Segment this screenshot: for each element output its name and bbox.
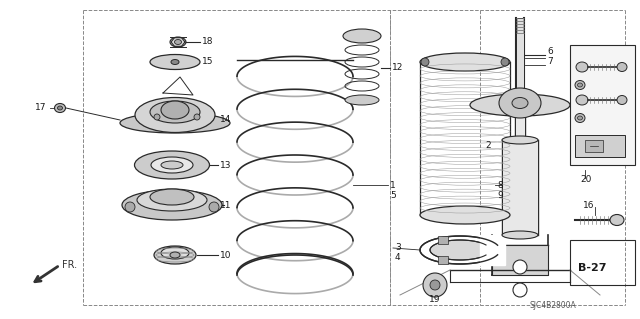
Ellipse shape [170, 252, 180, 258]
Bar [492, 245, 548, 275]
Text: 12: 12 [392, 63, 403, 72]
Ellipse shape [154, 246, 196, 264]
Circle shape [154, 114, 160, 120]
Ellipse shape [610, 214, 624, 226]
Text: 5: 5 [390, 190, 396, 199]
Bar [570, 45, 635, 165]
Ellipse shape [135, 98, 215, 132]
Text: 14: 14 [220, 115, 232, 124]
Ellipse shape [170, 37, 186, 47]
Text: 10: 10 [220, 250, 232, 259]
Ellipse shape [430, 240, 490, 260]
Ellipse shape [151, 157, 193, 173]
Circle shape [194, 114, 200, 120]
Ellipse shape [54, 103, 65, 113]
Ellipse shape [150, 101, 200, 123]
Circle shape [423, 273, 447, 297]
Ellipse shape [171, 60, 179, 64]
Text: 9: 9 [497, 190, 503, 199]
Text: 16: 16 [583, 201, 595, 210]
Text: 18: 18 [202, 38, 214, 47]
Ellipse shape [161, 101, 189, 119]
Bar [585, 140, 603, 152]
Text: 4: 4 [395, 254, 401, 263]
Text: 1: 1 [390, 181, 396, 189]
Text: 11: 11 [220, 201, 232, 210]
Circle shape [209, 202, 219, 212]
Circle shape [430, 280, 440, 290]
Text: 6: 6 [547, 48, 553, 56]
Ellipse shape [120, 113, 230, 133]
Bar [575, 135, 625, 157]
Ellipse shape [150, 55, 200, 70]
Ellipse shape [575, 114, 585, 122]
Text: 17: 17 [35, 103, 47, 113]
Text: SJC4B2800A: SJC4B2800A [530, 300, 577, 309]
Ellipse shape [575, 80, 585, 90]
Ellipse shape [345, 95, 379, 105]
Text: 7: 7 [547, 57, 553, 66]
Ellipse shape [420, 53, 510, 71]
Ellipse shape [343, 29, 381, 43]
Ellipse shape [420, 206, 510, 224]
Ellipse shape [137, 189, 207, 211]
Ellipse shape [150, 189, 194, 205]
Text: 8: 8 [497, 181, 503, 189]
Ellipse shape [576, 62, 588, 72]
Text: FR.: FR. [62, 260, 77, 270]
Ellipse shape [617, 63, 627, 71]
Bar [438, 256, 447, 264]
Ellipse shape [502, 136, 538, 144]
Text: B-27: B-27 [578, 263, 607, 273]
Text: 3: 3 [395, 243, 401, 253]
Bar [515, 115, 525, 140]
Text: 2: 2 [485, 140, 491, 150]
Ellipse shape [58, 106, 63, 110]
Circle shape [125, 202, 135, 212]
Text: 13: 13 [220, 160, 232, 169]
Ellipse shape [134, 151, 209, 179]
Bar [502, 140, 538, 235]
Circle shape [513, 260, 527, 274]
Circle shape [501, 58, 509, 66]
Ellipse shape [161, 247, 189, 259]
Text: 15: 15 [202, 57, 214, 66]
Bar [516, 18, 524, 100]
Ellipse shape [175, 40, 182, 44]
Ellipse shape [512, 98, 528, 108]
Ellipse shape [161, 161, 183, 169]
Ellipse shape [617, 95, 627, 105]
Bar [438, 236, 447, 244]
Ellipse shape [499, 88, 541, 118]
Text: 19: 19 [429, 295, 441, 305]
Ellipse shape [577, 116, 582, 120]
Text: 20: 20 [580, 175, 591, 184]
Bar [570, 240, 635, 285]
Bar [480, 235, 505, 265]
Circle shape [421, 58, 429, 66]
Ellipse shape [470, 94, 570, 116]
Ellipse shape [502, 231, 538, 239]
Circle shape [513, 283, 527, 297]
Ellipse shape [577, 83, 582, 87]
Ellipse shape [576, 95, 588, 105]
Ellipse shape [122, 190, 222, 220]
